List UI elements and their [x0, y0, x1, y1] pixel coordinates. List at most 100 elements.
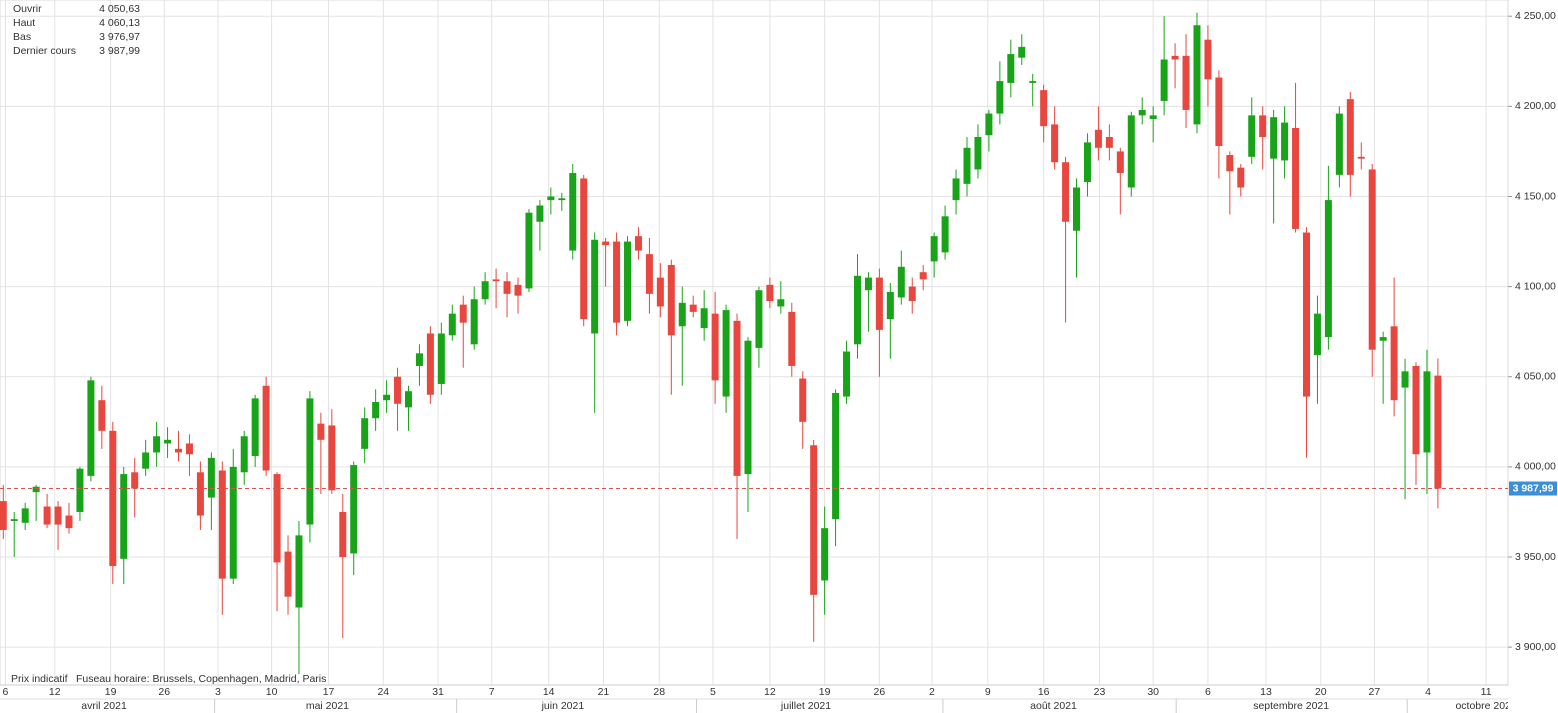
month-label: juillet 2021: [780, 700, 831, 712]
candle-body: [1062, 162, 1070, 222]
candle-body: [634, 236, 642, 251]
overlay: 3 987,99 Ouvrir 4 050,63 Haut 4 060,13 Bas 3 9…: [0, 3, 1557, 685]
candle-body: [864, 277, 872, 291]
candle-body: [339, 511, 347, 558]
x-tick-label: 10: [266, 686, 278, 698]
candle-body: [941, 216, 949, 253]
candle-body: [996, 81, 1004, 114]
candle-body: [76, 468, 84, 512]
candle-body: [525, 212, 533, 289]
x-tick-label: 2: [929, 686, 935, 698]
candle-body: [755, 290, 763, 348]
candle-body: [426, 333, 434, 395]
candle-body: [273, 474, 281, 563]
candle-body: [109, 430, 117, 567]
candle-body: [1270, 117, 1278, 159]
candle-body: [656, 277, 664, 307]
candle-body: [1193, 25, 1201, 125]
candle-body: [689, 304, 697, 312]
candle-body: [766, 284, 774, 302]
candle-body: [930, 236, 938, 262]
candle-body: [547, 196, 555, 201]
candle-body: [1018, 46, 1026, 58]
candle-body: [1357, 156, 1365, 159]
candle-body: [1302, 232, 1310, 397]
x-tick-label: 5: [710, 686, 716, 698]
candle-body: [415, 353, 423, 366]
candle-body: [65, 515, 73, 529]
x-tick-label: 13: [1260, 686, 1272, 698]
candle-body: [1401, 371, 1409, 388]
candle-body: [1149, 115, 1157, 119]
x-tick-label: 4: [1425, 686, 1431, 698]
x-tick-label: 12: [764, 686, 776, 698]
info-value: 4 050,63: [99, 3, 140, 15]
candle-body: [229, 466, 237, 579]
month-label: octobre 2021: [1455, 700, 1516, 712]
candle-body: [897, 266, 905, 298]
x-tick-label: 19: [819, 686, 831, 698]
candle-body: [1390, 326, 1398, 401]
candle-body: [470, 299, 478, 345]
candle-body: [613, 241, 621, 323]
candle-body: [43, 506, 51, 525]
month-label: août 2021: [1030, 700, 1077, 712]
candle-body: [153, 436, 161, 453]
candle-body: [1171, 55, 1179, 60]
candle-body: [711, 313, 719, 381]
y-tick-label: 4 100,00: [1515, 280, 1556, 292]
candle-body: [843, 351, 851, 397]
x-tick-label: 30: [1147, 686, 1159, 698]
candle-body: [131, 472, 139, 489]
x-tick-label: 21: [598, 686, 610, 698]
candle-body: [569, 173, 577, 251]
candle-body: [1226, 155, 1234, 172]
info-label: Bas: [13, 31, 31, 43]
footer-note: Fuseau horaire: Brussels, Copenhagen, Ma…: [76, 673, 326, 685]
y-axis: 3 900,00 3 950,00 4 000,00 4 050,00 4 100,00…: [1508, 10, 1556, 653]
candle-body: [10, 519, 18, 521]
candle-body: [394, 376, 402, 404]
x-tick-label: 3: [215, 686, 221, 698]
candle-body: [963, 147, 971, 184]
candle-body: [1073, 187, 1081, 231]
x-tick-label: 28: [653, 686, 665, 698]
candle-body: [262, 385, 270, 471]
x-tick-label: 9: [985, 686, 991, 698]
candle-body: [437, 333, 445, 384]
candle-body: [678, 302, 686, 327]
candle-body: [175, 448, 183, 453]
candle-body: [875, 277, 883, 330]
candle-body: [744, 340, 752, 475]
candle-body: [1040, 90, 1048, 127]
candle-body: [1138, 109, 1146, 116]
candle-body: [21, 508, 29, 523]
candle-body: [251, 398, 259, 457]
candle-body: [87, 380, 95, 476]
y-tick-label: 4 200,00: [1515, 100, 1556, 112]
candle-body: [919, 272, 927, 280]
candle-body: [1127, 115, 1135, 188]
candle-body: [1324, 200, 1332, 338]
candle-body: [1434, 375, 1442, 489]
candle-body: [383, 394, 391, 401]
candle-body: [908, 286, 916, 302]
candle-body: [667, 264, 675, 336]
candle-body: [164, 439, 172, 444]
candle-body: [591, 239, 599, 334]
plot-area: [0, 0, 1509, 686]
candle-body: [196, 472, 204, 516]
last-price-label: 3 987,99: [1513, 482, 1554, 494]
info-label: Dernier cours: [13, 45, 76, 57]
x-tick-label: 26: [158, 686, 170, 698]
candle-body: [602, 241, 610, 246]
candle-body: [317, 423, 325, 440]
x-axis: 6 12 19 26 3 10 17 24 31 7 14 21 28 5 12 19 26 2 9 16 23 30 6 1…: [0, 684, 1516, 713]
candle-body: [1335, 113, 1343, 175]
x-tick-label: 31: [432, 686, 444, 698]
x-tick-label: 11: [1481, 686, 1492, 698]
x-tick-label: 12: [49, 686, 61, 698]
y-tick-label: 4 150,00: [1515, 190, 1556, 202]
month-label: avril 2021: [81, 700, 127, 712]
